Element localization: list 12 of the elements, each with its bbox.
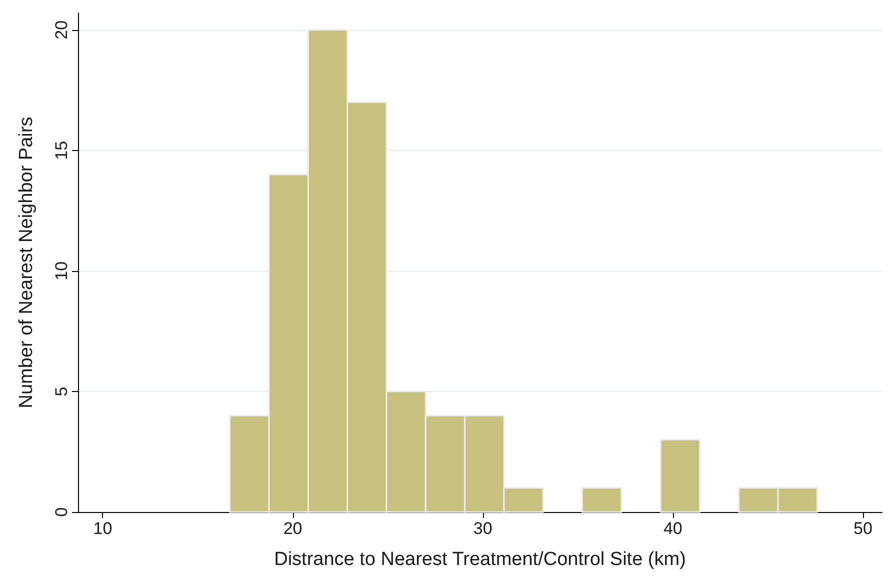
x-axis-title: Distrance to Nearest Treatment/Control Site (km)	[274, 549, 686, 570]
y-tick-label: 10	[52, 261, 71, 280]
x-tick-label: 50	[854, 519, 872, 538]
x-tick-label: 30	[473, 519, 492, 538]
y-tick-label: 20	[52, 20, 71, 40]
x-tick-label: 10	[93, 519, 112, 538]
x-tick-label: 40	[663, 519, 682, 538]
x-tick-label: 20	[283, 519, 302, 538]
y-axis-title: Number of Nearest Neighbor Pairs	[16, 116, 37, 408]
y-tick-label: 5	[52, 386, 71, 396]
y-tick-label: 15	[52, 140, 71, 160]
y-tick-label: 0	[52, 507, 71, 517]
